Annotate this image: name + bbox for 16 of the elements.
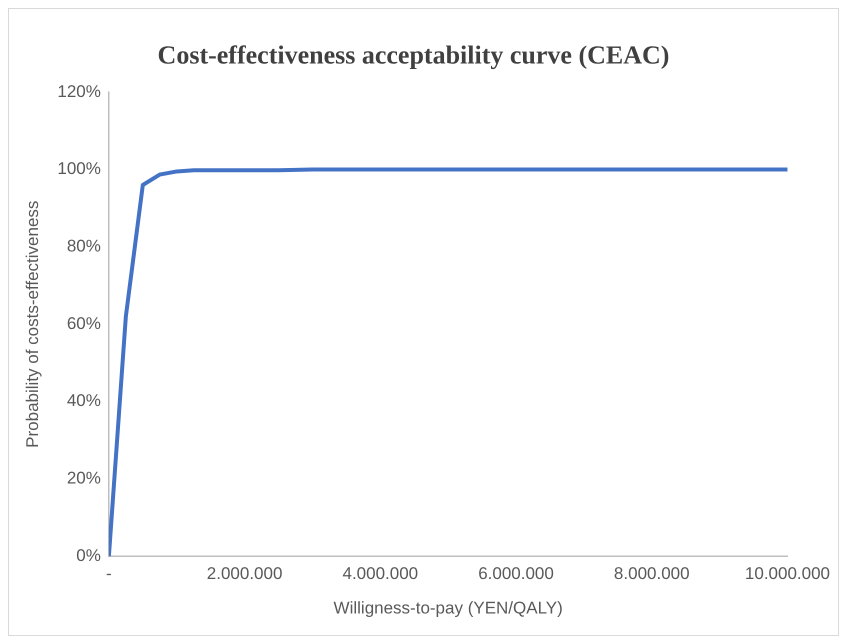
y-tick-label: 80% xyxy=(66,236,101,256)
y-tick-label: 120% xyxy=(57,82,101,101)
y-tick-label: 0% xyxy=(76,546,101,565)
x-tick-label: 4.000.000 xyxy=(342,564,418,584)
y-axis-title: Probability of costs-effectiveness xyxy=(22,200,42,448)
x-tick-label: 8.000.000 xyxy=(614,564,690,584)
chart-title: Cost-effectiveness acceptability curve (CEAC) xyxy=(158,40,670,70)
x-tick-label: 10.000.000 xyxy=(744,564,830,584)
x-tick-label: - xyxy=(106,564,112,584)
x-tick-label: 6.000.000 xyxy=(478,564,554,584)
y-tick-label: 40% xyxy=(66,391,101,410)
x-tick-label: 2.000.000 xyxy=(206,564,282,584)
y-tick-label: 100% xyxy=(57,159,101,178)
x-axis-title: Willigness-to-pay (YEN/QALY) xyxy=(334,598,563,618)
y-tick-label: 20% xyxy=(66,468,101,488)
y-tick-label: 60% xyxy=(66,314,101,333)
